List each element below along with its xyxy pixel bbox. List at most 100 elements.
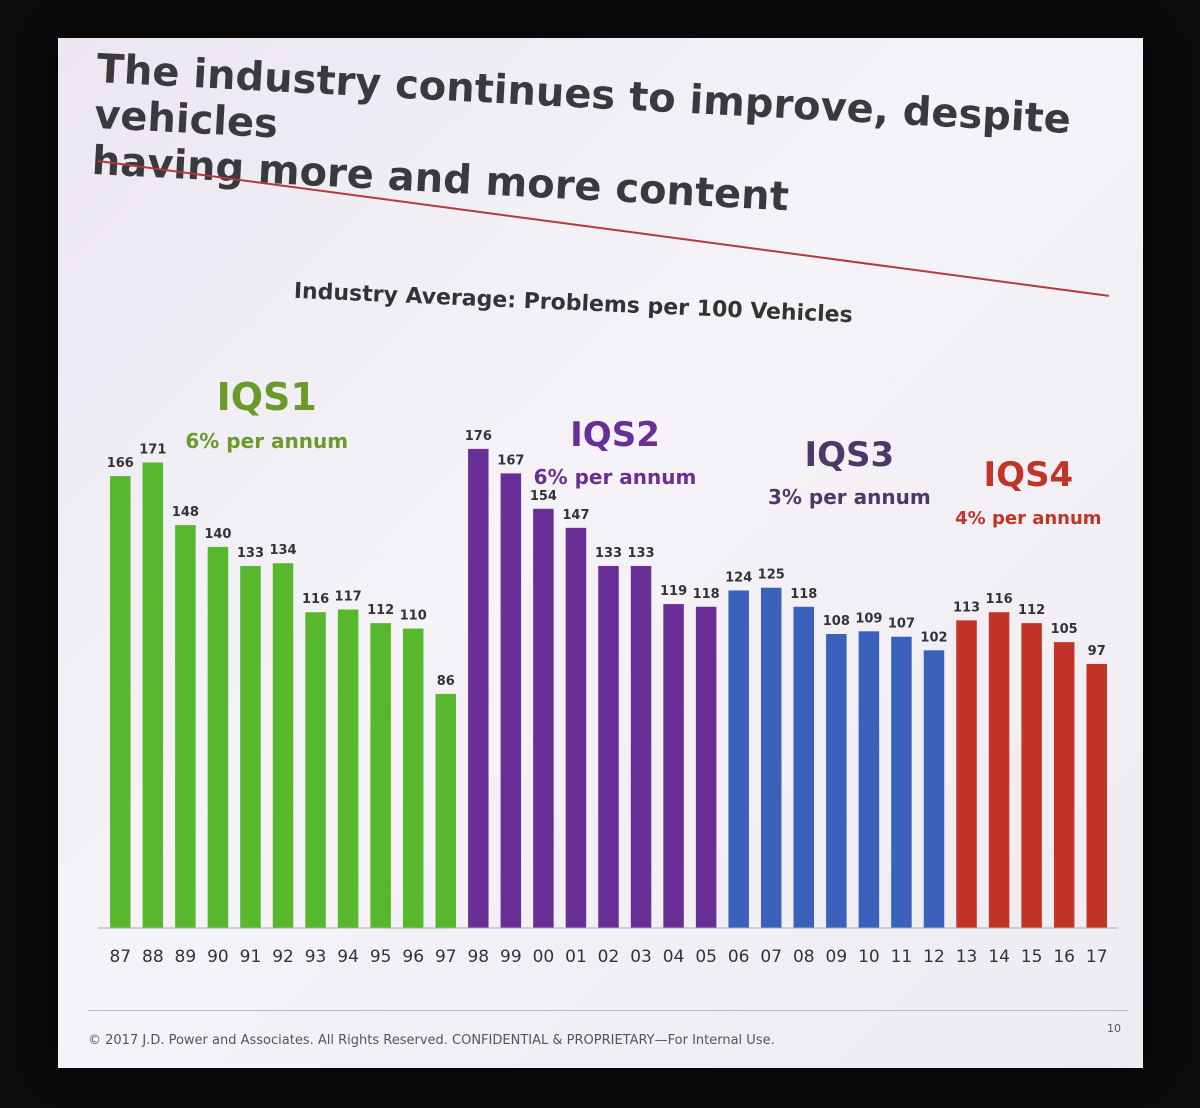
x-tick-08: 08 xyxy=(793,947,815,967)
bar-92 xyxy=(272,563,294,928)
x-tick-15: 15 xyxy=(1021,947,1043,967)
x-tick-94: 94 xyxy=(337,947,359,967)
x-tick-96: 96 xyxy=(402,947,424,967)
value-label-10: 109 xyxy=(855,611,882,626)
bar-98 xyxy=(468,448,489,928)
value-label-92: 134 xyxy=(269,543,296,558)
group-rate-iqs3: 3% per annum xyxy=(768,485,931,509)
x-tick-98: 98 xyxy=(467,947,489,967)
group-label-iqs3: IQS3 xyxy=(805,435,895,475)
x-tick-12: 12 xyxy=(923,947,945,967)
x-tick-14: 14 xyxy=(988,947,1010,967)
bar-94 xyxy=(337,609,359,928)
value-label-00: 154 xyxy=(530,489,557,504)
group-rate-iqs1: 6% per annum xyxy=(185,429,348,453)
value-label-12: 102 xyxy=(920,630,947,645)
bar-90 xyxy=(207,546,229,928)
bar-09 xyxy=(826,634,847,928)
bar-99 xyxy=(500,473,522,928)
x-tick-00: 00 xyxy=(533,947,555,967)
value-label-95: 112 xyxy=(367,603,394,618)
x-tick-95: 95 xyxy=(370,947,392,967)
bar-04 xyxy=(663,604,684,928)
x-tick-90: 90 xyxy=(207,947,229,967)
x-tick-03: 03 xyxy=(630,947,652,967)
bar-88 xyxy=(142,462,164,928)
x-tick-05: 05 xyxy=(695,947,717,967)
value-label-01: 147 xyxy=(562,508,589,523)
value-label-16: 105 xyxy=(1051,622,1078,637)
x-tick-01: 01 xyxy=(565,947,587,967)
x-tick-04: 04 xyxy=(663,947,685,967)
bar-91 xyxy=(240,565,261,928)
value-label-17: 97 xyxy=(1088,644,1106,659)
value-label-02: 133 xyxy=(595,546,622,561)
value-label-90: 140 xyxy=(204,527,231,542)
chart-title: Industry Average: Problems per 100 Vehic… xyxy=(293,279,853,328)
bar-08 xyxy=(793,606,815,928)
x-tick-97: 97 xyxy=(435,947,457,967)
x-tick-17: 17 xyxy=(1086,947,1108,967)
bar-12 xyxy=(923,650,945,928)
x-tick-91: 91 xyxy=(240,947,262,967)
x-tick-labels-layer: 87 88 89 90 91 92 93 94 95 96 97 98 99 00 01 02 03 04 05 06… xyxy=(109,947,1107,967)
value-label-91: 133 xyxy=(237,546,264,561)
value-label-11: 107 xyxy=(888,617,915,632)
value-label-07: 125 xyxy=(758,568,785,583)
bar-89 xyxy=(175,525,196,928)
x-tick-09: 09 xyxy=(826,947,848,967)
value-label-05: 118 xyxy=(693,587,720,602)
bar-93 xyxy=(305,612,326,928)
value-labels-layer: 166 171 148 140 133 134 116 117 112 110 86 176 167 15… xyxy=(107,429,1106,689)
group-label-iqs1: IQS1 xyxy=(217,375,317,419)
value-label-99: 167 xyxy=(497,453,524,468)
group-rate-iqs2: 6% per annum xyxy=(534,465,697,489)
value-label-98: 176 xyxy=(465,429,492,444)
x-tick-87: 87 xyxy=(109,947,131,967)
bar-02 xyxy=(598,565,619,928)
bar-96 xyxy=(402,628,424,928)
value-label-15: 112 xyxy=(1018,603,1045,618)
bar-03 xyxy=(630,565,652,928)
bar-01 xyxy=(565,527,587,928)
bar-17 xyxy=(1086,663,1107,928)
value-label-13: 113 xyxy=(953,600,980,615)
slide: The industry continues to improve, despi… xyxy=(58,38,1143,1068)
x-tick-07: 07 xyxy=(760,947,782,967)
x-tick-11: 11 xyxy=(891,947,913,967)
value-label-87: 166 xyxy=(107,456,134,471)
bar-06 xyxy=(728,590,749,928)
bar-13 xyxy=(956,620,977,928)
bar-16 xyxy=(1053,642,1075,928)
value-label-06: 124 xyxy=(725,570,752,585)
x-tick-99: 99 xyxy=(500,947,522,967)
x-tick-13: 13 xyxy=(956,947,978,967)
bar-07 xyxy=(760,587,782,928)
value-label-14: 116 xyxy=(986,592,1013,607)
bars-layer xyxy=(98,448,1117,929)
value-label-94: 117 xyxy=(335,590,362,605)
x-tick-02: 02 xyxy=(598,947,620,967)
page-number: 10 xyxy=(1107,1022,1121,1035)
bar-87 xyxy=(110,476,131,928)
value-label-96: 110 xyxy=(400,609,427,624)
footer-copyright: © 2017 J.D. Power and Associates. All Ri… xyxy=(88,1033,775,1048)
value-label-97: 86 xyxy=(437,674,455,689)
group-label-iqs4: IQS4 xyxy=(984,455,1074,495)
value-label-04: 119 xyxy=(660,584,687,599)
value-label-09: 108 xyxy=(823,614,850,629)
bar-15 xyxy=(1021,623,1042,928)
x-tick-16: 16 xyxy=(1053,947,1075,967)
value-label-03: 133 xyxy=(627,546,654,561)
bar-10 xyxy=(858,631,880,928)
x-tick-89: 89 xyxy=(175,947,197,967)
x-tick-93: 93 xyxy=(305,947,327,967)
bar-95 xyxy=(370,623,391,928)
group-rate-iqs4: 4% per annum xyxy=(955,508,1101,529)
group-label-iqs2: IQS2 xyxy=(570,415,660,455)
x-tick-88: 88 xyxy=(142,947,164,967)
bar-chart: Industry Average: Problems per 100 Vehic… xyxy=(98,279,1117,967)
bar-97 xyxy=(435,693,457,928)
bar-11 xyxy=(891,636,912,928)
value-label-93: 116 xyxy=(302,592,329,607)
